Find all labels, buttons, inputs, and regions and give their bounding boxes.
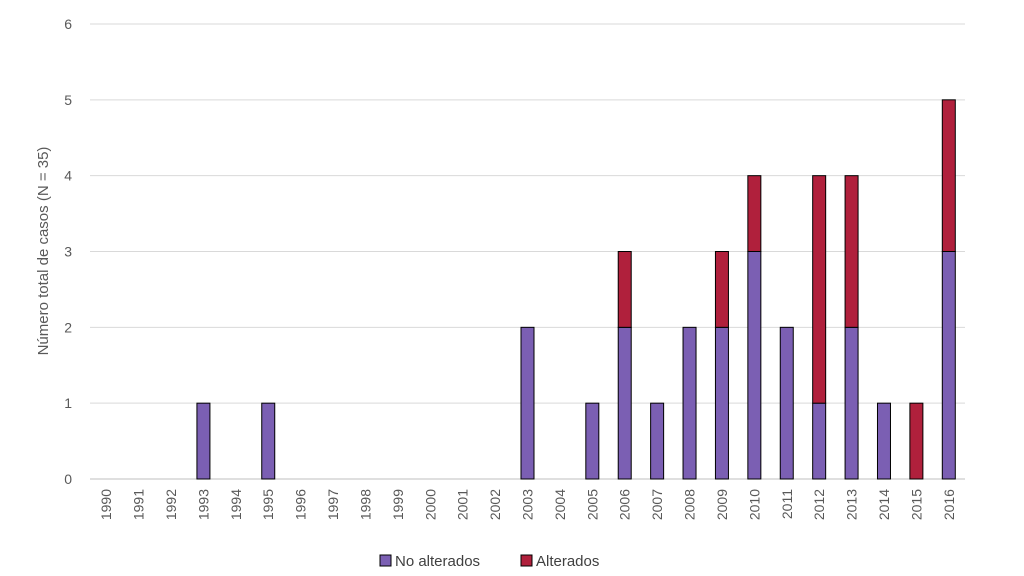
bar-no-alterados-2013	[844, 326, 859, 480]
bar-no-alterados-2007	[650, 402, 665, 480]
x-tick-label: 1996	[293, 489, 309, 520]
bar-no-alterados-2014	[876, 402, 891, 480]
x-tick-label: 2002	[487, 489, 503, 520]
x-tick-label: 1993	[195, 489, 211, 520]
y-tick-label: 2	[64, 319, 72, 335]
legend-label-no-alterados: No alterados	[395, 553, 480, 570]
x-tick-label: 1991	[131, 489, 147, 520]
x-tick-label: 1999	[390, 489, 406, 520]
bars	[196, 99, 956, 480]
x-tick-label: 2014	[876, 489, 892, 520]
y-axis-title: Número total de casos (N = 35)	[35, 147, 52, 356]
bar-no-alterados-2010	[747, 251, 762, 480]
x-tick-label: 1992	[163, 489, 179, 520]
bar-alterados-2013	[844, 175, 859, 328]
bar-alterados-2012	[812, 175, 827, 404]
y-tick-label: 5	[64, 92, 72, 108]
bar-alterados-2009	[714, 251, 729, 328]
x-tick-label: 2006	[617, 489, 633, 520]
x-tick-label: 2003	[520, 489, 536, 520]
x-tick-label: 2016	[941, 489, 957, 520]
x-tick-label: 2012	[811, 489, 827, 520]
legend-swatch-no-alterados	[379, 554, 392, 567]
y-tick-label: 0	[64, 471, 72, 487]
x-tick-label: 1990	[98, 489, 114, 520]
x-tick-label: 2008	[682, 489, 698, 520]
bar-no-alterados-1993	[196, 402, 211, 480]
bar-alterados-2010	[747, 175, 762, 253]
bar-no-alterados-2012	[812, 402, 827, 480]
x-tick-labels: 1990 1991 1992 1993 1994 1995 1996 1997 1998 1999…	[98, 489, 957, 520]
legend-swatch-alterados	[520, 554, 533, 567]
y-tick-label: 6	[64, 16, 72, 32]
legend-label-alterados: Alterados	[536, 553, 599, 570]
bar-no-alterados-2006	[617, 326, 632, 480]
x-tick-label: 2001	[455, 489, 471, 520]
bar-no-alterados-2009	[714, 326, 729, 480]
bar-no-alterados-1995	[261, 402, 276, 480]
y-tick-labels: 0 1 2 3 4 5 6	[64, 16, 72, 487]
y-tick-label: 4	[64, 168, 72, 184]
x-tick-label: 2015	[908, 489, 924, 520]
bar-alterados-2016	[941, 99, 956, 253]
x-tick-label: 1995	[260, 489, 276, 520]
x-tick-label: 1994	[228, 489, 244, 520]
bar-no-alterados-2011	[779, 326, 794, 480]
x-tick-label: 2007	[649, 489, 665, 520]
x-tick-label: 1997	[325, 489, 341, 520]
x-tick-label: 1998	[357, 489, 373, 520]
x-tick-label: 2011	[779, 489, 795, 519]
bar-no-alterados-2016	[941, 251, 956, 480]
x-tick-label: 2005	[584, 489, 600, 520]
bar-no-alterados-2003	[520, 326, 535, 480]
x-tick-label: 2013	[844, 489, 860, 520]
x-tick-label: 2000	[422, 489, 438, 520]
x-tick-label: 2004	[552, 489, 568, 520]
y-tick-label: 3	[64, 244, 72, 260]
x-tick-label: 2009	[714, 489, 730, 520]
bar-alterados-2006	[617, 251, 632, 328]
bar-alterados-2015	[909, 402, 924, 480]
y-tick-label: 1	[64, 395, 72, 411]
legend: No alterados Alterados	[379, 553, 599, 570]
bar-no-alterados-2008	[682, 326, 697, 480]
x-tick-label: 2010	[746, 489, 762, 520]
bar-no-alterados-2005	[585, 402, 600, 480]
